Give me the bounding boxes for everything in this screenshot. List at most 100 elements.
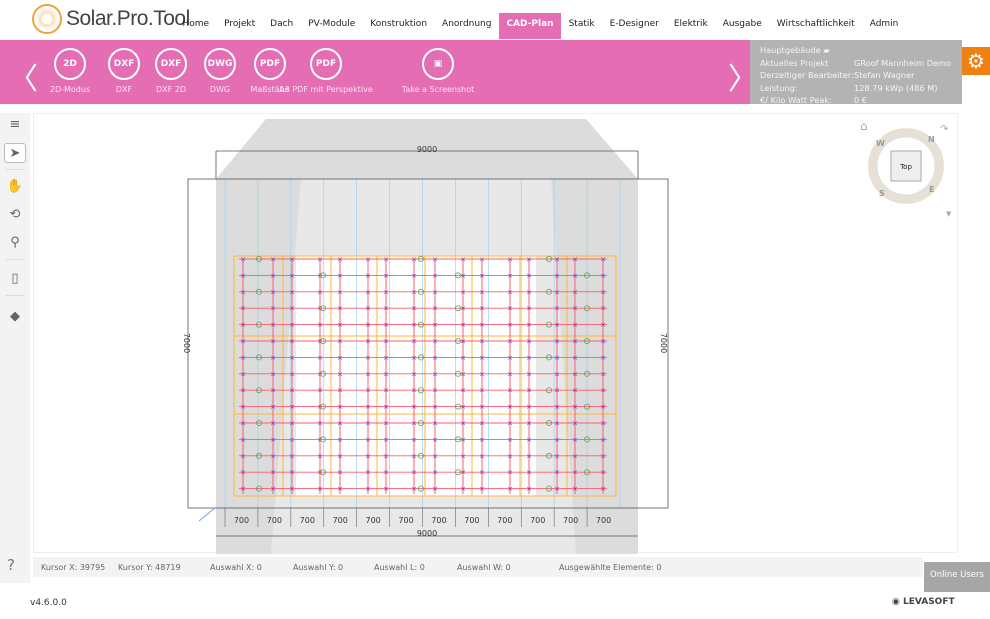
clamp-mark: × xyxy=(526,403,532,411)
clamp-mark: × xyxy=(600,370,606,378)
clamp-mark: × xyxy=(289,452,295,460)
clamp-mark: × xyxy=(365,272,371,280)
clamp-mark: × xyxy=(270,338,276,346)
clamp-mark: × xyxy=(337,305,343,313)
nav-tab-pv-module[interactable]: PV-Module xyxy=(308,19,356,29)
clamp-mark: × xyxy=(479,305,485,313)
nav-tab-konstruktion[interactable]: Konstruktion xyxy=(370,19,428,29)
toolbar-button-3[interactable]: DWG DWG xyxy=(194,48,246,94)
pan-hand-icon[interactable]: ✋ xyxy=(6,179,24,194)
clamp-mark: × xyxy=(289,387,295,395)
clamp-mark: × xyxy=(240,338,246,346)
clamp-mark: × xyxy=(289,403,295,411)
clamp-mark: × xyxy=(337,436,343,444)
folder-icon[interactable]: ▰ xyxy=(823,45,830,55)
anchor-mark xyxy=(319,337,326,344)
expand-arrow-icon: ▼ xyxy=(946,210,952,218)
clamp-mark: × xyxy=(383,354,389,362)
anchor-mark xyxy=(546,387,553,394)
nav-tab-projekt[interactable]: Projekt xyxy=(224,19,256,29)
select-move-tool-icon[interactable]: ➤ xyxy=(4,143,26,163)
rotate-orbit-icon[interactable]: ⟲ xyxy=(9,207,21,222)
nav-tab-elektrik[interactable]: Elektrik xyxy=(673,19,708,29)
scroll-left-icon[interactable]: 〈 xyxy=(8,62,38,97)
dim-right-label: 7000 xyxy=(659,333,668,353)
pdf-icon: PDF xyxy=(254,48,286,80)
toolbar-button-0[interactable]: 2D 2D-Modus xyxy=(44,48,96,94)
eraser-icon[interactable]: ◆ xyxy=(10,309,20,324)
clamp-mark: × xyxy=(317,354,323,362)
clamp-mark: × xyxy=(554,256,560,264)
toolbar-button-6[interactable]: ▣ Take a Screenshot xyxy=(400,48,476,94)
anchor-mark xyxy=(454,272,461,279)
clamp-mark: × xyxy=(365,288,371,296)
selection-x: Auswahl X: 0 xyxy=(210,563,262,572)
clamp-mark: × xyxy=(526,305,532,313)
clamp-mark: × xyxy=(270,485,276,493)
clamp-mark: × xyxy=(337,272,343,280)
info-key: €/ Kilo Watt Peak: xyxy=(760,95,832,106)
dim-segment-label: 700 xyxy=(300,516,315,525)
zoom-magnifier-icon[interactable]: ⚲ xyxy=(10,235,20,250)
clamp-mark: × xyxy=(507,288,513,296)
clamp-mark: × xyxy=(337,420,343,428)
nav-tab-anordnung[interactable]: Anordnung xyxy=(442,19,492,29)
toolbar-button-4[interactable]: PDF Maßstäbe xyxy=(244,48,296,94)
clamp-mark: × xyxy=(460,420,466,428)
clamp-mark: × xyxy=(572,403,578,411)
ruler-icon[interactable]: ▯ xyxy=(11,271,19,286)
nav-tab-wirtschaftlichkeit[interactable]: Wirtschaftlichkeit xyxy=(776,19,855,29)
toolbar-button-1[interactable]: DXF DXF xyxy=(98,48,150,94)
info-value: 128.79 kWp (486 M) xyxy=(854,82,938,93)
2d-icon: 2D xyxy=(54,48,86,80)
clamp-mark: × xyxy=(479,354,485,362)
clamp-mark: × xyxy=(507,469,513,477)
anchor-mark xyxy=(319,370,326,377)
clamp-mark: × xyxy=(507,321,513,329)
toolbar-label: DXF xyxy=(115,85,133,94)
toolbar-label: DWG xyxy=(209,85,231,94)
dim-segment-label: 700 xyxy=(530,516,545,525)
clamp-mark: × xyxy=(460,288,466,296)
toolbar-label: A3 PDF mit Perspektive xyxy=(279,85,373,94)
nav-tab-e-designer[interactable]: E-Designer xyxy=(609,19,659,29)
clamp-mark: × xyxy=(526,436,532,444)
menu-icon[interactable]: ≡ xyxy=(9,117,21,132)
clamp-mark: × xyxy=(317,469,323,477)
clamp-mark: × xyxy=(240,288,246,296)
clamp-mark: × xyxy=(554,272,560,280)
clamp-mark: × xyxy=(365,321,371,329)
anchor-mark xyxy=(417,255,424,262)
nav-tab-ausgabe[interactable]: Ausgabe xyxy=(722,19,762,29)
nav-tab-dach[interactable]: Dach xyxy=(270,19,294,29)
info-row: €/ Kilo Watt Peak: 0 € xyxy=(760,94,952,107)
clamp-mark: × xyxy=(365,256,371,264)
cad-canvas[interactable]: × × × × × × × × × × × × × × × × × × × × × × × × × × × × × × × × × × × × × × × ×… xyxy=(33,113,959,554)
view-cube: Top N W E S ⌂ ↷ ▼ xyxy=(860,119,952,218)
anchor-mark xyxy=(417,321,424,328)
dim-segment-label: 700 xyxy=(234,516,249,525)
toolbar-button-5[interactable]: PDF A3 PDF mit Perspektive xyxy=(276,48,376,94)
clamp-mark: × xyxy=(383,452,389,460)
nav-tab-admin[interactable]: Admin xyxy=(869,19,899,29)
anchor-mark xyxy=(454,370,461,377)
info-row: Aktuelles Projekt GRoof Mannheim Demo xyxy=(760,57,952,70)
clamp-mark: × xyxy=(432,420,438,428)
clamp-mark: × xyxy=(383,469,389,477)
clamp-mark: × xyxy=(507,420,513,428)
nav-tab-statik[interactable]: Statik xyxy=(568,19,595,29)
clamp-mark: × xyxy=(270,321,276,329)
anchor-mark xyxy=(546,321,553,328)
clamp-mark: × xyxy=(411,354,417,362)
cad-drawing[interactable]: × × × × × × × × × × × × × × × × × × × × × × × × × × × × × × × × × × × × × × × ×… xyxy=(34,114,959,554)
clamp-mark: × xyxy=(383,420,389,428)
toolbar-button-2[interactable]: DXF DXF 2D xyxy=(145,48,197,94)
help-button[interactable]: ? xyxy=(7,556,15,574)
online-users-button[interactable]: Online Users xyxy=(924,562,990,592)
nav-tab-home[interactable]: Home xyxy=(182,19,210,29)
version-label: v4.6.0.0 xyxy=(30,598,67,608)
logo[interactable]: Solar.Pro.Tool xyxy=(32,4,190,34)
settings-gear-button[interactable]: ⚙ xyxy=(962,47,990,75)
clamp-mark: × xyxy=(337,288,343,296)
nav-tab-cad-plan[interactable]: CAD-Plan xyxy=(498,13,562,39)
